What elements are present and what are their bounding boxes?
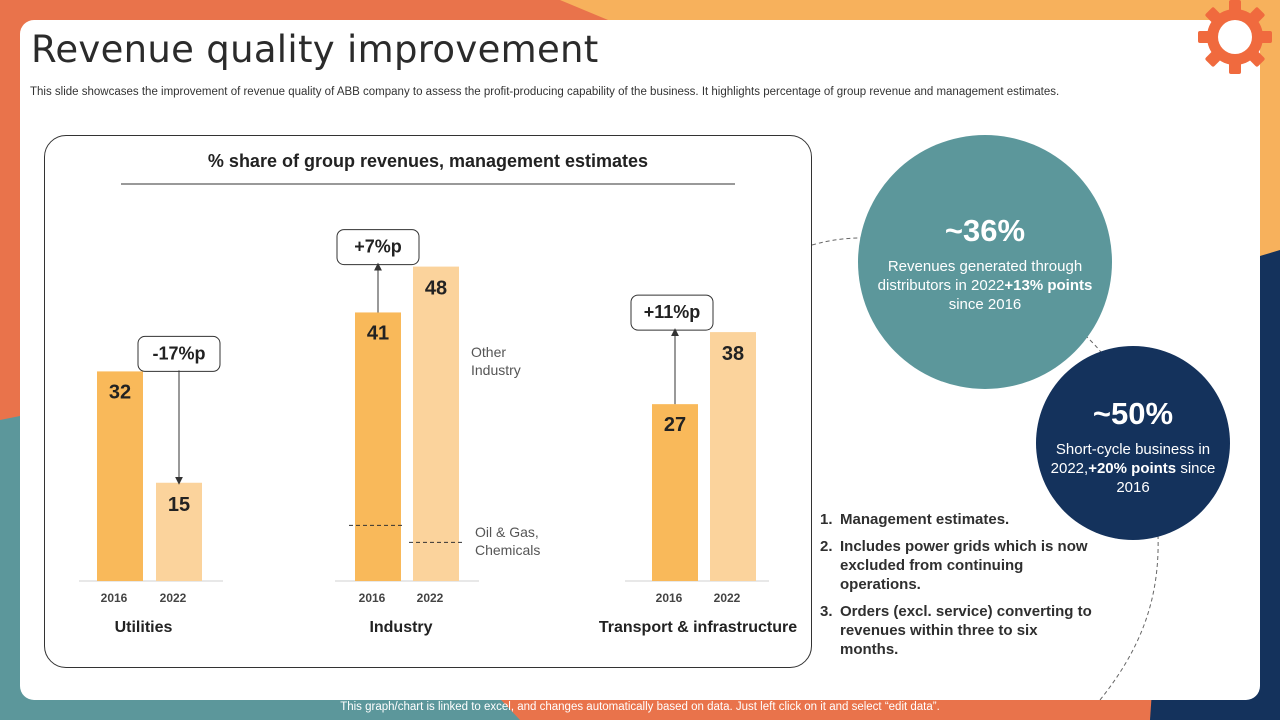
category-label: Industry <box>369 619 432 636</box>
category-label: Transport & infrastructure <box>599 619 797 636</box>
annotation-other-industry: Other <box>471 344 506 360</box>
stat-value: ~36% <box>944 213 1026 248</box>
tick-label: 2022 <box>160 591 187 605</box>
bar-chart: % share of group revenues, management es… <box>79 151 797 636</box>
data-label: 48 <box>425 278 447 300</box>
bar-2016 <box>97 371 143 581</box>
chart-panel: % share of group revenues, management es… <box>44 135 812 668</box>
stat-circle-distributors: ~36% Revenues generated through distribu… <box>858 135 1112 389</box>
bar-2016 <box>355 312 401 581</box>
data-label: 32 <box>109 381 131 403</box>
gear-icon <box>1198 0 1272 74</box>
stat-description: Revenues generated through distributors … <box>877 258 1093 313</box>
footer-note: This graph/chart is linked to excel, and… <box>340 701 940 713</box>
bar-2022 <box>413 266 459 581</box>
stat-description: Short-cycle business in 2022,+20% points… <box>1050 441 1216 496</box>
annotation-other-industry: Industry <box>471 362 521 378</box>
notes-list: 1. Management estimates. 2. Includes power… <box>820 510 1100 667</box>
tick-label: 2016 <box>101 591 128 605</box>
change-label: +7%p <box>354 237 402 257</box>
data-label: 27 <box>664 414 686 436</box>
bar-2016 <box>652 404 698 581</box>
tick-label: 2022 <box>714 591 741 605</box>
annotation-oil-gas: Oil & Gas, <box>475 524 539 540</box>
tick-label: 2022 <box>417 591 444 605</box>
chart-title: % share of group revenues, management es… <box>208 151 648 171</box>
tick-label: 2016 <box>359 591 386 605</box>
page-subtitle: This slide showcases the improvement of … <box>30 86 1060 98</box>
change-label: +11%p <box>644 302 701 322</box>
annotation-oil-gas: Chemicals <box>475 542 540 558</box>
change-label: -17%p <box>152 343 205 363</box>
tick-label: 2016 <box>656 591 683 605</box>
data-label: 15 <box>168 494 190 516</box>
bar-2022 <box>710 332 756 581</box>
bar-2022 <box>156 482 202 581</box>
note-item: 1. Management estimates. <box>820 511 1010 528</box>
category-label: Utilities <box>115 619 173 636</box>
page-title: Revenue quality improvement <box>31 28 599 71</box>
note-item: 3. Orders (excl. service) converting to r… <box>820 603 1092 658</box>
stat-value: ~50% <box>1092 396 1174 431</box>
data-label: 38 <box>722 343 744 365</box>
stat-circle-short-cycle: ~50% Short-cycle business in 2022,+20% p… <box>1036 346 1230 540</box>
data-label: 41 <box>367 322 389 344</box>
note-item: 2. Includes power grids which is now excl… <box>820 538 1088 593</box>
